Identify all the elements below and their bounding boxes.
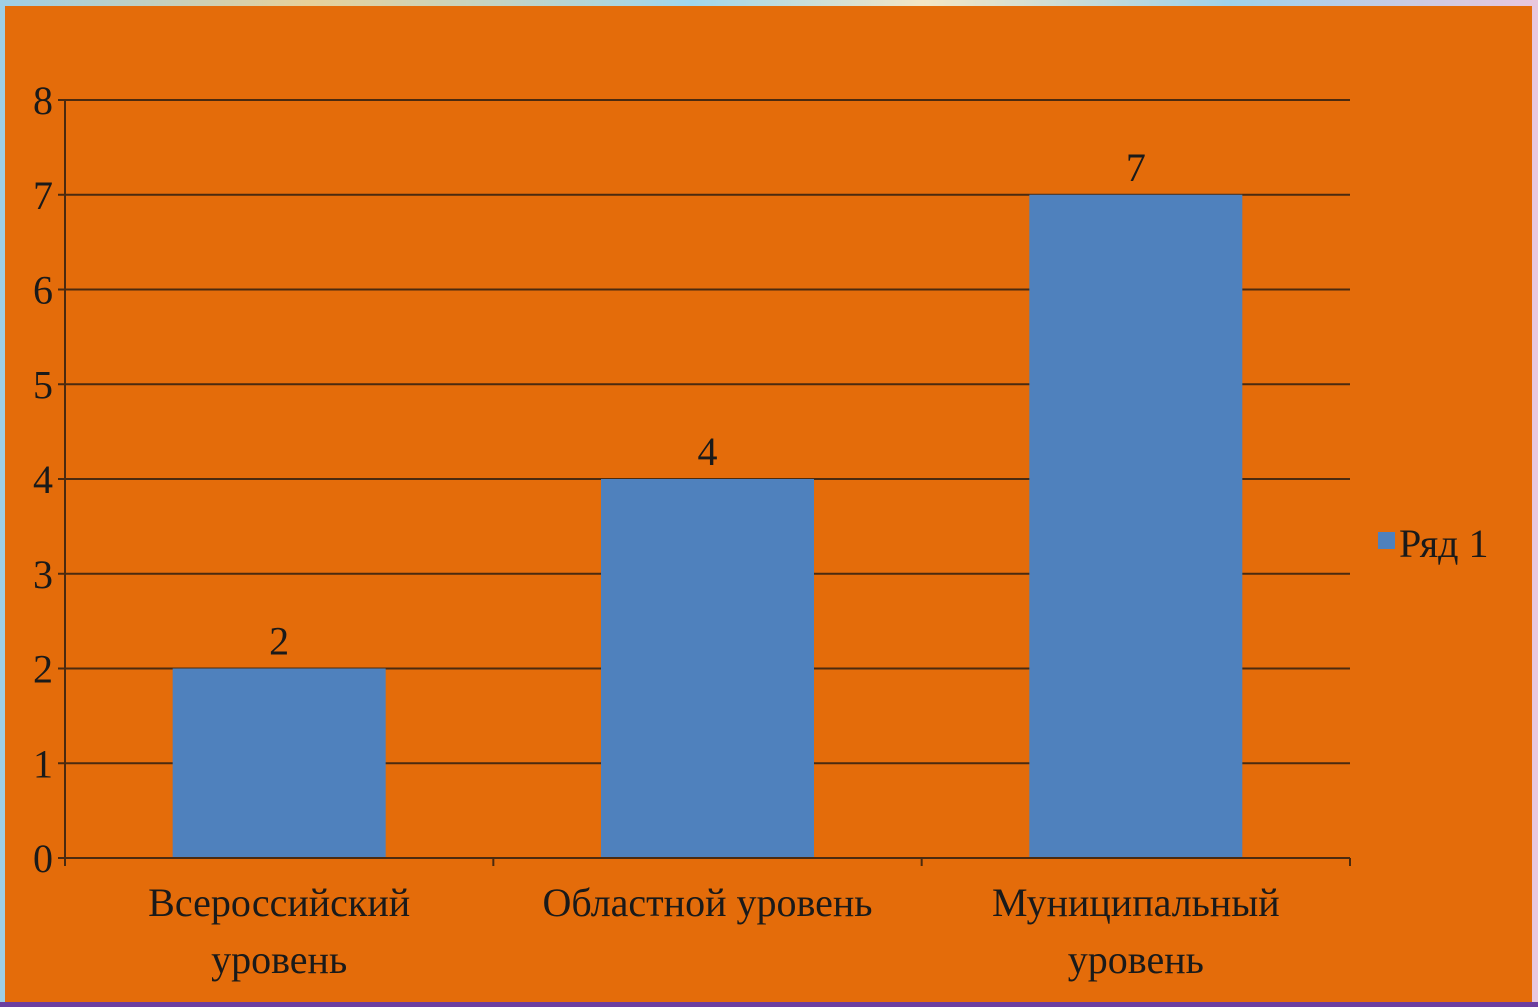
y-tick-label: 8 (33, 78, 53, 123)
legend: Ряд 1 (1378, 521, 1488, 566)
x-axis-labels: Всероссийский уровень Областной уровень Мун… (148, 880, 1279, 982)
y-tick-label: 3 (33, 552, 53, 597)
y-tick-label: 4 (33, 457, 53, 502)
chart-panel: 0 1 2 3 4 5 6 7 8 Всероссийский уровень Областной … (5, 6, 1532, 1002)
bar (1029, 194, 1243, 858)
x-tick-label: Областной уровень (542, 880, 872, 925)
bar (172, 668, 386, 858)
data-label: 4 (698, 429, 718, 474)
x-tick-label-line: уровень (211, 937, 347, 982)
x-tick-label: Всероссийский уровень (148, 880, 410, 982)
bars (172, 194, 1243, 858)
y-tick-label: 7 (33, 173, 53, 218)
y-tick-label: 1 (33, 741, 53, 786)
data-label: 7 (1126, 145, 1146, 190)
x-tick-label-line: Всероссийский (148, 880, 410, 925)
legend-label: Ряд 1 (1399, 521, 1488, 566)
x-tick-label: Муниципальный уровень (992, 880, 1280, 982)
legend-swatch (1378, 532, 1395, 549)
y-tick-label: 5 (33, 362, 53, 407)
x-tick-label-line: Областной уровень (542, 880, 872, 925)
y-tick-label: 0 (33, 836, 53, 881)
x-tick-label-line: Муниципальный (992, 880, 1280, 925)
bar-chart: 0 1 2 3 4 5 6 7 8 Всероссийский уровень Областной … (33, 78, 1488, 982)
data-labels: 2 4 7 (269, 145, 1146, 664)
y-tick-label: 6 (33, 268, 53, 313)
bar (601, 479, 814, 858)
data-label: 2 (269, 619, 289, 664)
y-axis-ticks: 0 1 2 3 4 5 6 7 8 (33, 78, 65, 881)
y-tick-label: 2 (33, 647, 53, 692)
x-tick-label-line: уровень (1068, 937, 1204, 982)
